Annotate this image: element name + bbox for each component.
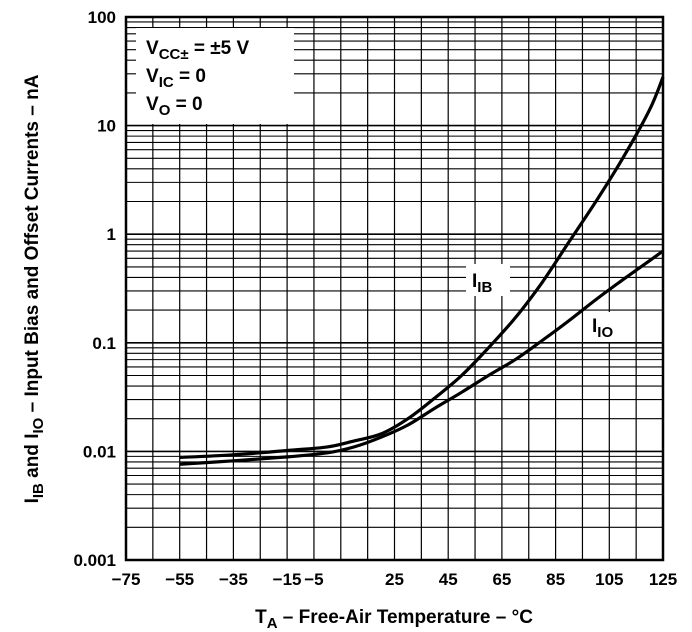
series-label-io: IIO xyxy=(592,316,613,341)
y-tick-label: 0.001 xyxy=(73,551,116,570)
condition-vo: VO = 0 xyxy=(146,94,203,119)
tick-labels: −75 −55 −35 −15 −5 25 45 65 85 105 125 100 10 1 0.1 0.0… xyxy=(73,8,677,589)
condition-vic: VIC = 0 xyxy=(146,66,206,91)
label-io-bg xyxy=(588,312,624,342)
plot-frame xyxy=(124,15,665,562)
x-tick-label: −55 xyxy=(165,570,194,589)
x-tick-label: 85 xyxy=(546,570,565,589)
series-line-ib xyxy=(179,76,665,459)
y-axis-title: IIB and IIO – Input Bias and Offset Curr… xyxy=(22,74,47,503)
x-tick-label: 25 xyxy=(385,570,404,589)
x-tick-label: 105 xyxy=(595,570,623,589)
y-tick-label: 100 xyxy=(88,8,116,27)
x-tick-label: −15 xyxy=(273,570,302,589)
x-tick-label: 45 xyxy=(439,570,458,589)
x-tick-label: −5 xyxy=(304,570,323,589)
series-line-io xyxy=(179,249,664,466)
condition-vcc: VCC± = ±5 V xyxy=(146,38,250,63)
y-tick-label: 0.01 xyxy=(83,442,116,461)
x-tick-label: 65 xyxy=(492,570,511,589)
x-tick-label: 125 xyxy=(649,570,677,589)
curves xyxy=(179,76,665,466)
x-tick-label: −35 xyxy=(219,570,248,589)
x-axis-title: TA – Free-Air Temperature – °C xyxy=(255,607,533,632)
y-tick-label: 1 xyxy=(107,225,116,244)
y-tick-label: 10 xyxy=(97,117,116,136)
x-tick-label: −75 xyxy=(112,570,141,589)
label-ib-bg xyxy=(466,264,510,296)
y-tick-label: 0.1 xyxy=(92,334,116,353)
series-label-ib: IIB xyxy=(472,271,492,296)
conditions-box xyxy=(136,28,294,124)
